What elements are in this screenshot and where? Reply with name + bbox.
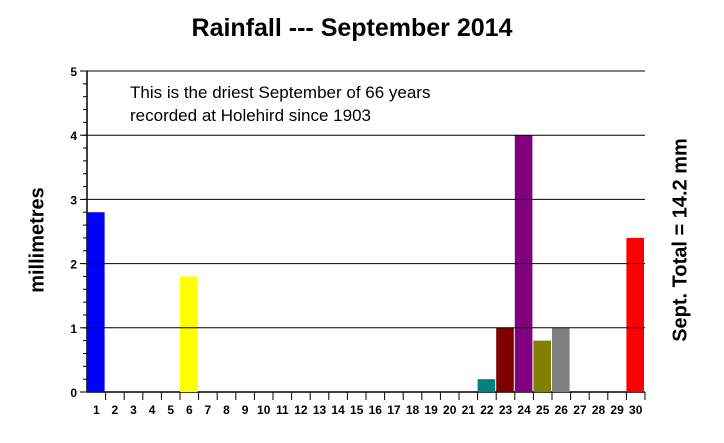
x-tick-label: 24 <box>517 403 531 417</box>
chart-title: Rainfall --- September 2014 <box>191 14 513 42</box>
x-tick-label: 2 <box>112 403 119 417</box>
bar-day-25 <box>533 340 551 392</box>
x-tick-label: 13 <box>313 403 327 417</box>
x-tick-label: 7 <box>205 403 212 417</box>
x-tick-label: 1 <box>93 403 100 417</box>
x-tick-label: 10 <box>257 403 271 417</box>
x-tick-label: 28 <box>592 403 606 417</box>
bar-day-26 <box>552 327 570 392</box>
annotation-line-2: recorded at Holehird since 1903 <box>130 106 371 125</box>
x-tick-label: 20 <box>443 403 457 417</box>
x-tick-label: 12 <box>294 403 308 417</box>
x-tick-label: 3 <box>130 403 137 417</box>
x-tick-label: 27 <box>573 403 587 417</box>
x-tick-label: 4 <box>149 403 156 417</box>
x-tick-label: 30 <box>629 403 643 417</box>
x-tick-label: 6 <box>186 403 193 417</box>
x-tick-label: 8 <box>223 403 230 417</box>
x-tick-label: 5 <box>167 403 174 417</box>
x-tick-label: 17 <box>387 403 401 417</box>
bar-day-6 <box>180 276 198 392</box>
x-tick-label: 25 <box>536 403 550 417</box>
x-tick-label: 18 <box>406 403 420 417</box>
x-tick-label: 22 <box>480 403 494 417</box>
x-tick-label: 16 <box>369 403 383 417</box>
annotation-line-1: This is the driest September of 66 years <box>130 83 430 102</box>
bar-day-22 <box>477 379 496 392</box>
x-tick-label: 23 <box>499 403 513 417</box>
y-tick-label: 1 <box>70 322 77 336</box>
y-tick-label: 4 <box>70 129 77 143</box>
bar-day-1 <box>87 212 105 392</box>
y-tick-label: 2 <box>70 258 77 272</box>
x-tick-label: 11 <box>276 403 289 417</box>
x-tick-label: 29 <box>610 403 624 417</box>
bar-day-23 <box>496 327 514 392</box>
y-tick-label: 3 <box>70 193 77 207</box>
x-tick-label: 9 <box>242 403 249 417</box>
x-tick-label: 21 <box>462 403 476 417</box>
x-tick-label: 15 <box>350 403 364 417</box>
bar-day-30 <box>626 237 644 392</box>
x-tick-label: 19 <box>424 403 438 417</box>
x-tick-label: 14 <box>331 403 345 417</box>
y-tick-label: 5 <box>70 65 77 79</box>
x-tick-label: 26 <box>555 403 569 417</box>
y-tick-label: 0 <box>70 386 77 400</box>
